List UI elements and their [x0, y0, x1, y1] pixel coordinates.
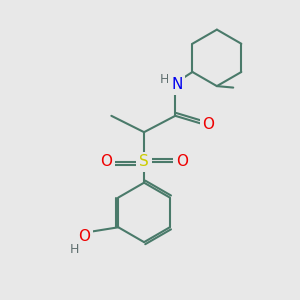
Text: O: O [176, 154, 188, 169]
Text: O: O [202, 117, 214, 132]
Text: H: H [160, 73, 170, 86]
Text: O: O [79, 229, 91, 244]
Text: O: O [100, 154, 112, 169]
Text: N: N [171, 77, 182, 92]
Text: H: H [70, 243, 79, 256]
Text: S: S [139, 154, 149, 169]
